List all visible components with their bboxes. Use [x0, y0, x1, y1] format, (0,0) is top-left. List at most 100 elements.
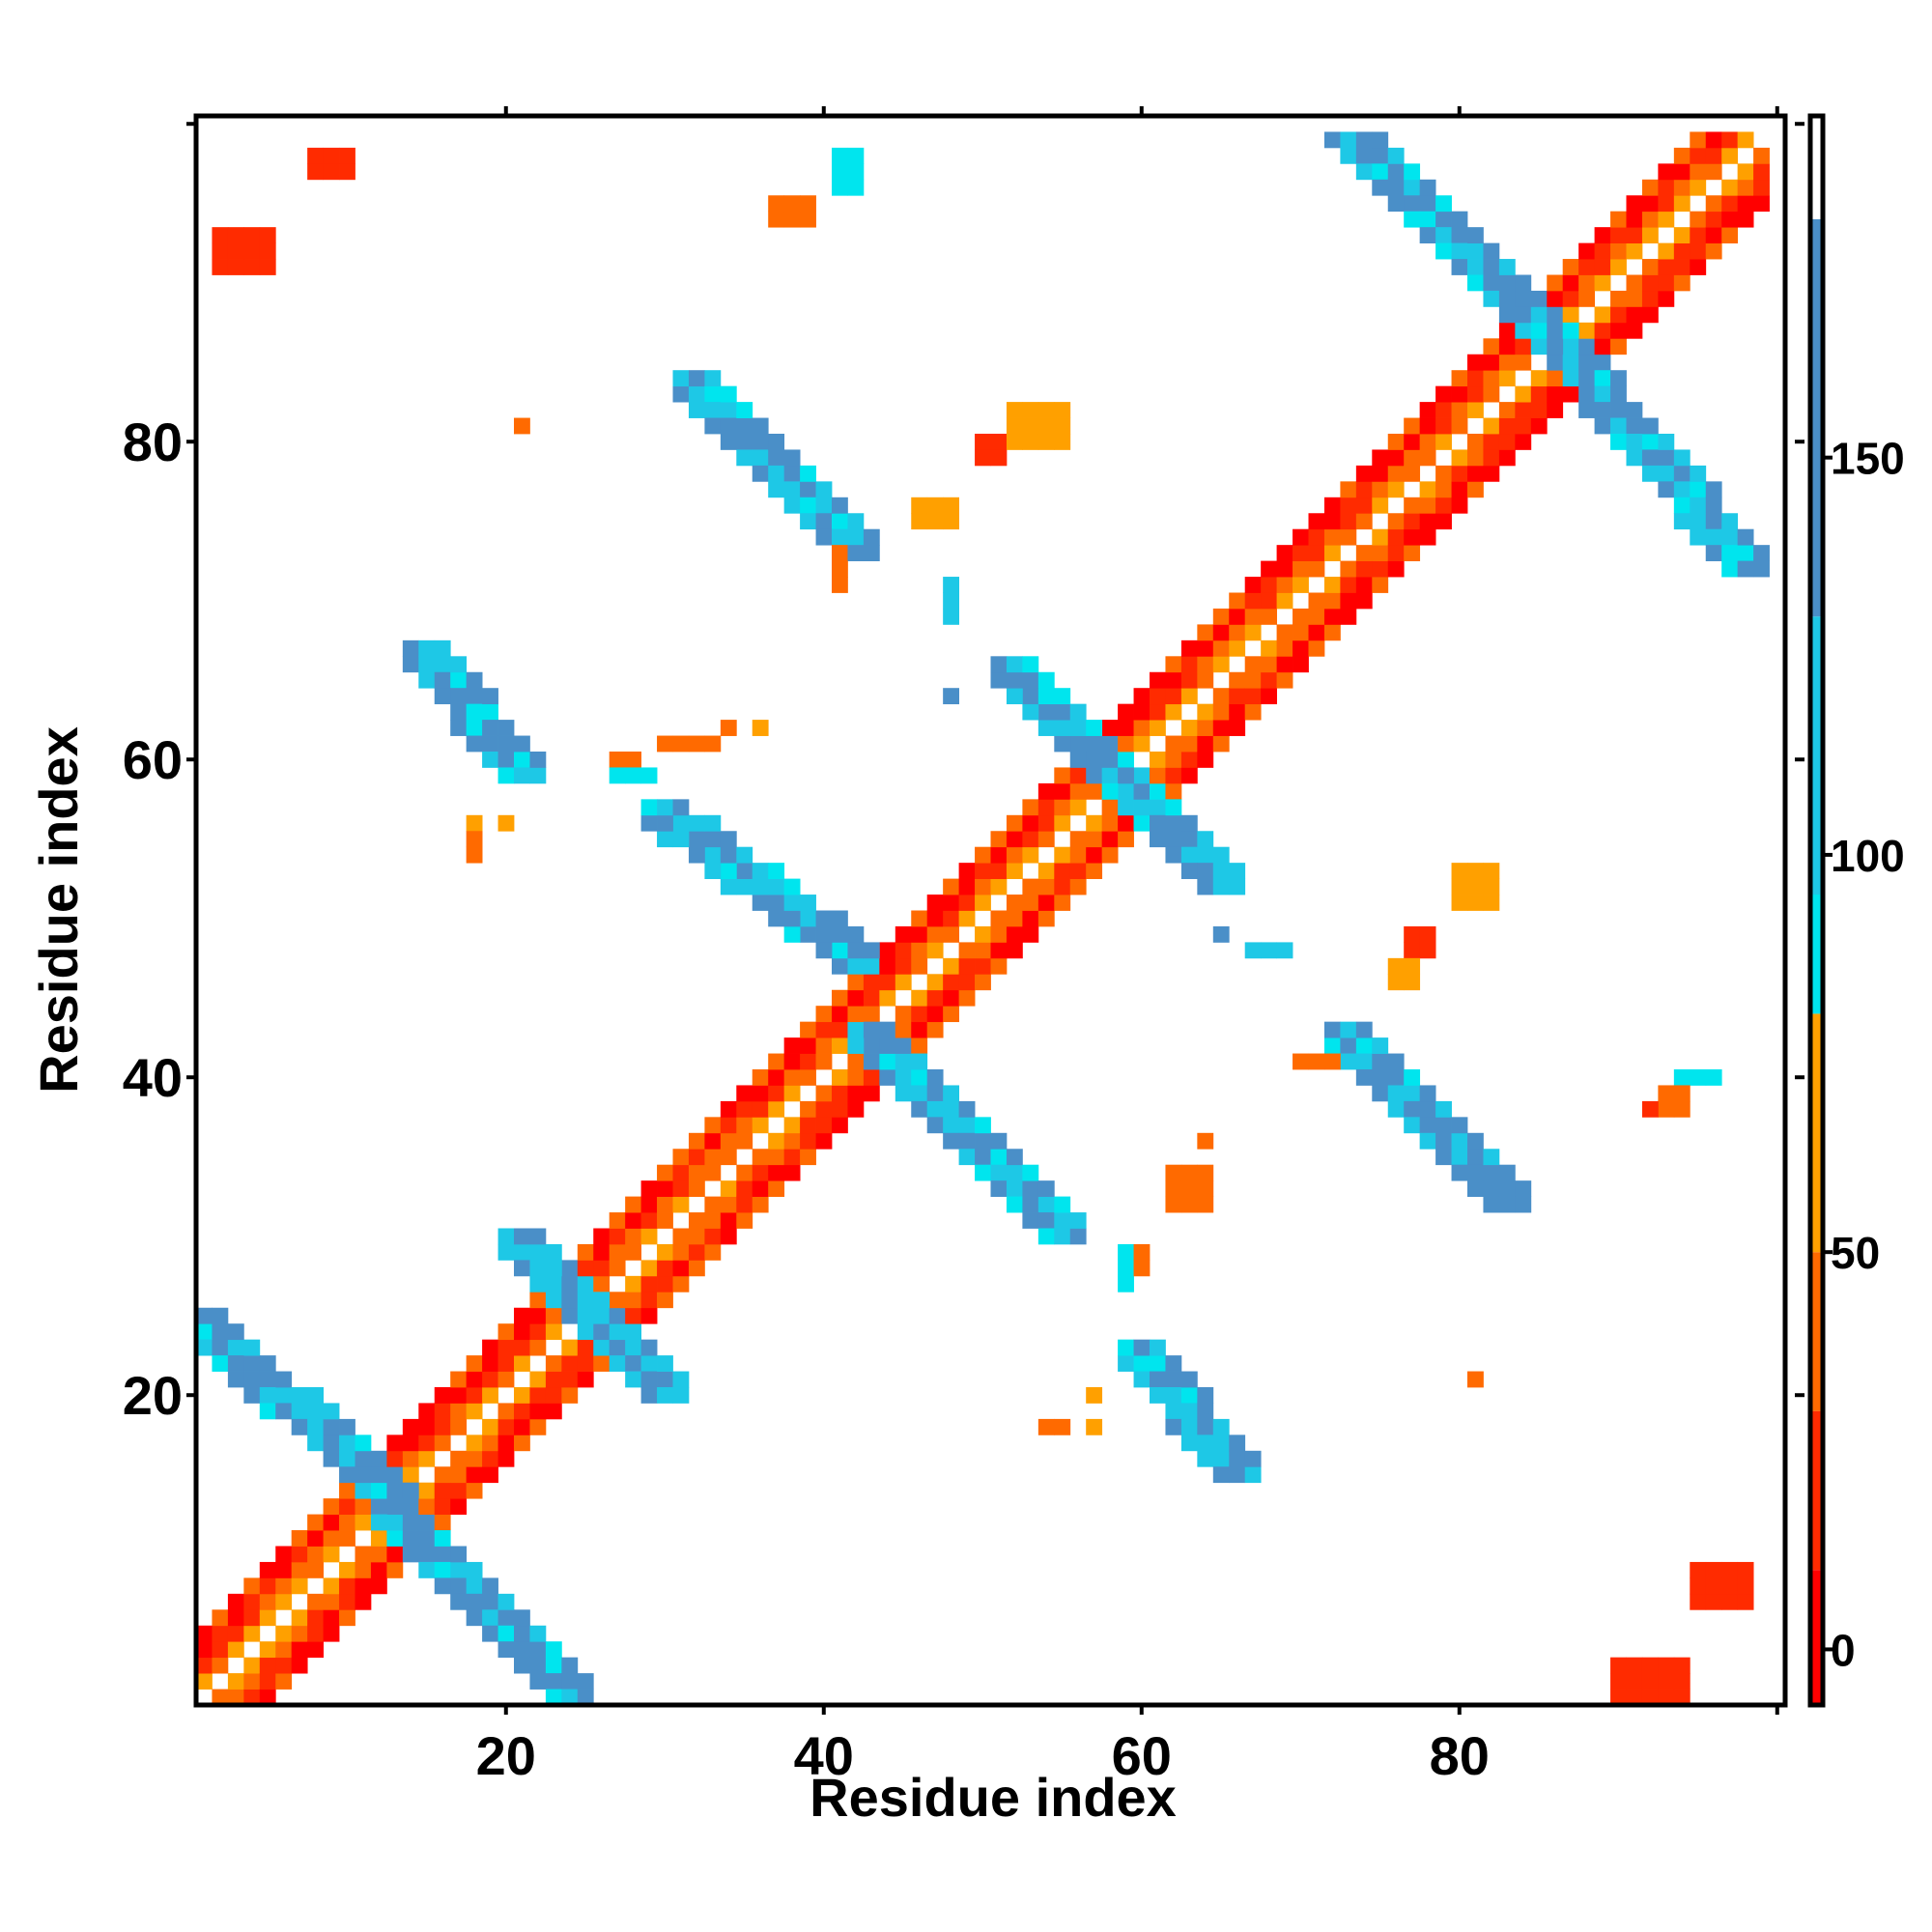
heatmap-cell [243, 227, 261, 243]
heatmap-cell [1419, 449, 1436, 467]
heatmap-cell [1276, 624, 1293, 641]
heatmap-cell [1261, 656, 1277, 673]
heatmap-cell [990, 434, 1008, 450]
heatmap-cell [482, 1609, 498, 1627]
heatmap-cell [1673, 481, 1690, 498]
heatmap-cell [1404, 179, 1421, 196]
heatmap-cell [832, 163, 848, 181]
heatmap-cell [832, 910, 848, 927]
heatmap-cell [1419, 179, 1436, 196]
heatmap-cell [339, 1418, 355, 1435]
heatmap-cell [752, 1149, 769, 1166]
heatmap-cell [323, 163, 340, 181]
heatmap-cell [497, 1641, 515, 1659]
heatmap-cell [1641, 449, 1659, 467]
heatmap-cell [1323, 131, 1341, 149]
heatmap-cell [1435, 195, 1452, 213]
heatmap-cell [1197, 1403, 1214, 1420]
colorbar-frame [1807, 113, 1826, 1708]
heatmap-cell [720, 878, 737, 895]
heatmap-cell [657, 1292, 673, 1309]
heatmap-cell [482, 1593, 498, 1610]
heatmap-cell [243, 1625, 261, 1642]
heatmap-cell [943, 895, 959, 911]
heatmap-cell [1244, 592, 1262, 610]
heatmap-cell [1658, 274, 1675, 292]
heatmap-cell [720, 1212, 737, 1229]
heatmap-cell [1229, 1450, 1246, 1467]
heatmap-cell [1404, 465, 1421, 482]
heatmap-cell [1006, 831, 1023, 848]
heatmap-cell [1641, 306, 1659, 324]
heatmap-cell [1133, 814, 1151, 832]
heatmap-cell [1690, 163, 1707, 181]
heatmap-cell [863, 974, 880, 991]
y-tick-label: 40 [123, 1047, 183, 1108]
colorbar-band [1810, 116, 1823, 219]
heatmap-cell [1086, 720, 1103, 736]
heatmap-cell [752, 1117, 769, 1134]
heatmap-cell [1451, 227, 1468, 243]
colorbar-band [1810, 1410, 1823, 1571]
heatmap-cell [1515, 417, 1532, 435]
heatmap-cell [1547, 338, 1564, 355]
heatmap-cell [958, 1100, 976, 1118]
heatmap-cell [1165, 703, 1182, 721]
heatmap-cell [1022, 814, 1039, 832]
heatmap-cell [1229, 639, 1246, 657]
heatmap-cell [1658, 195, 1675, 213]
heatmap-cell [514, 1657, 530, 1674]
heatmap-cell [1118, 1355, 1134, 1372]
heatmap-cell [1069, 863, 1087, 879]
heatmap-cell [259, 1641, 276, 1659]
heatmap-cell [307, 1530, 324, 1547]
heatmap-cell [434, 671, 451, 689]
heatmap-cell [768, 878, 785, 895]
heatmap-cell [1673, 163, 1690, 181]
heatmap-cell [609, 1323, 626, 1341]
heatmap-cell [736, 1100, 753, 1118]
heatmap-cell [1180, 1371, 1198, 1388]
heatmap-cell [355, 1450, 372, 1467]
heatmap-cell [1737, 211, 1754, 228]
heatmap-cell [863, 1053, 880, 1070]
heatmap-cell [1467, 1149, 1484, 1166]
heatmap-cell [657, 1275, 673, 1293]
heatmap-cell [514, 752, 530, 768]
heatmap-cell [402, 1546, 419, 1563]
heatmap-cell [768, 1180, 785, 1197]
heatmap-cell [752, 1196, 769, 1213]
heatmap-cell [227, 1609, 244, 1627]
heatmap-cell [1372, 179, 1389, 196]
heatmap-cell [1690, 211, 1707, 228]
heatmap-cell [815, 910, 833, 927]
heatmap-cell [1737, 560, 1754, 578]
heatmap-cell [1197, 1180, 1214, 1197]
heatmap-cell [911, 1021, 928, 1038]
heatmap-cell [1197, 1164, 1214, 1181]
x-tick-label: 20 [476, 1725, 536, 1786]
heatmap-cell [1530, 385, 1548, 403]
y-tick-label: 80 [123, 412, 183, 472]
heatmap-cell [1244, 688, 1262, 705]
heatmap-cell [1562, 385, 1579, 403]
heatmap-cell [704, 1132, 722, 1150]
heatmap-cell [514, 417, 530, 435]
heatmap-cell [1086, 1418, 1103, 1435]
heatmap-cell [1229, 878, 1246, 895]
heatmap-cell [1037, 1196, 1055, 1213]
heatmap-cell [1372, 481, 1389, 498]
heatmap-cell [958, 863, 976, 879]
heatmap-cell [1165, 767, 1182, 784]
heatmap-cell [1419, 1085, 1436, 1102]
heatmap-cell [514, 767, 530, 784]
heatmap-cell [1086, 735, 1103, 753]
y-tick-label: 60 [123, 729, 183, 790]
heatmap-cell [975, 895, 991, 911]
heatmap-cell [1197, 720, 1214, 736]
heatmap-cell [1673, 465, 1690, 482]
heatmap-cell [688, 1212, 705, 1229]
heatmap-cell [1054, 799, 1071, 816]
heatmap-cell [545, 1673, 562, 1690]
heatmap-cell [1212, 735, 1230, 753]
